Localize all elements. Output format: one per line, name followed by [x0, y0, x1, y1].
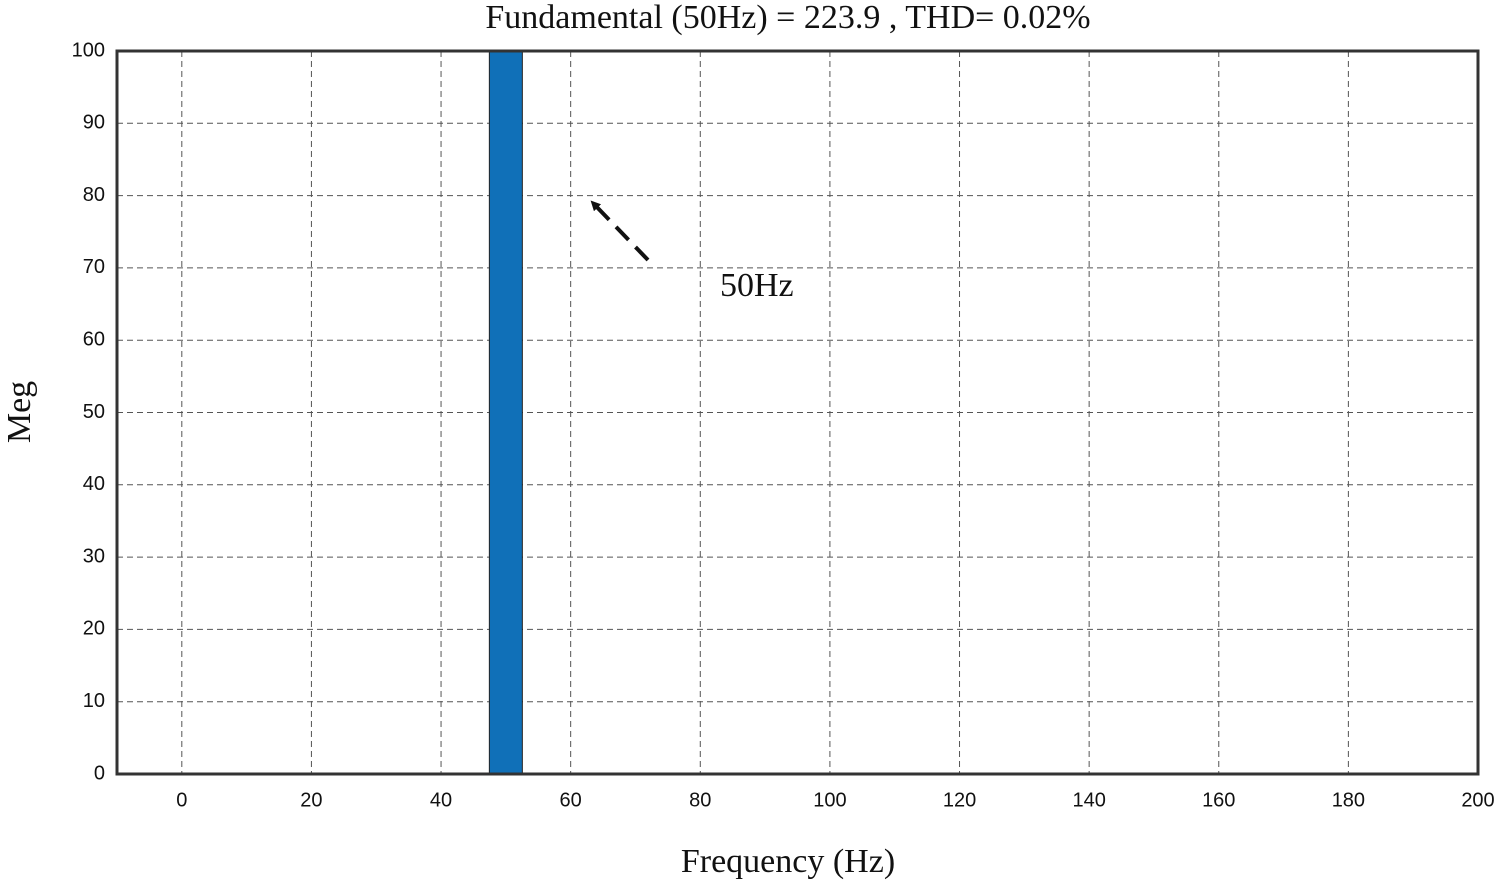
x-tick-label: 120 [943, 789, 976, 811]
annotation-arrow [590, 200, 650, 262]
x-tick-label: 100 [813, 789, 846, 811]
y-tick-label: 0 [94, 762, 105, 784]
y-tick-label: 10 [83, 690, 105, 712]
x-tick-label: 80 [689, 789, 711, 811]
y-tick-label: 50 [83, 401, 105, 423]
bar [488, 50, 523, 775]
x-tick-label: 160 [1202, 789, 1235, 811]
x-tick-label: 140 [1072, 789, 1105, 811]
y-tick-label: 60 [83, 328, 105, 350]
x-tick-label: 40 [430, 789, 452, 811]
x-axis-label: Frequency (Hz) [681, 843, 895, 880]
y-tick-label: 40 [83, 473, 105, 495]
y-tick-label: 70 [83, 256, 105, 278]
annotation: 50Hz [720, 267, 794, 304]
y-tick-label: 90 [83, 112, 105, 134]
x-tick-label: 180 [1332, 789, 1365, 811]
chart-title: Fundamental (50Hz) = 223.9 , THD= 0.02% [485, 0, 1090, 36]
y-tick-label: 100 [72, 39, 105, 61]
plot-frame [115, 49, 1480, 776]
x-tick-label: 0 [176, 789, 187, 811]
y-axis-label: Meg [1, 381, 38, 443]
x-tick-label: 60 [560, 789, 582, 811]
y-tick-label: 30 [83, 545, 105, 567]
y-tick-label: 80 [83, 184, 105, 206]
y-tick-label: 20 [83, 618, 105, 640]
x-tick-label: 20 [300, 789, 322, 811]
x-tick-label: 200 [1461, 789, 1494, 811]
